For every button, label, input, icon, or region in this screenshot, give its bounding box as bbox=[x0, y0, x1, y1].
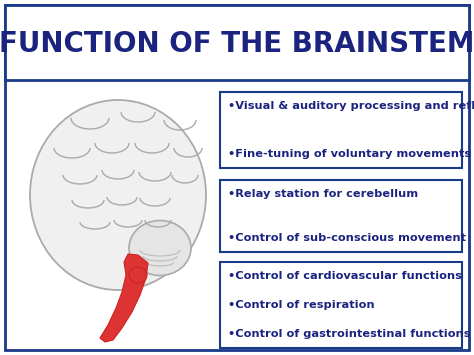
Ellipse shape bbox=[129, 220, 191, 275]
Text: •Control of sub-conscious movement: •Control of sub-conscious movement bbox=[228, 233, 466, 243]
Text: •Visual & auditory processing and reflexes: •Visual & auditory processing and reflex… bbox=[228, 101, 474, 111]
Text: •Control of cardiovascular functions: •Control of cardiovascular functions bbox=[228, 271, 462, 281]
FancyBboxPatch shape bbox=[5, 5, 469, 80]
FancyBboxPatch shape bbox=[220, 92, 462, 168]
Ellipse shape bbox=[129, 267, 147, 283]
FancyBboxPatch shape bbox=[220, 262, 462, 348]
Polygon shape bbox=[100, 254, 148, 342]
Text: •Fine-tuning of voluntary movements: •Fine-tuning of voluntary movements bbox=[228, 149, 471, 159]
Text: •Relay station for cerebellum: •Relay station for cerebellum bbox=[228, 189, 418, 199]
FancyBboxPatch shape bbox=[5, 5, 469, 350]
Text: •Control of gastrointestinal functions: •Control of gastrointestinal functions bbox=[228, 329, 471, 339]
FancyBboxPatch shape bbox=[220, 180, 462, 252]
Text: •Control of respiration: •Control of respiration bbox=[228, 300, 374, 310]
Ellipse shape bbox=[30, 100, 206, 290]
Text: FUNCTION OF THE BRAINSTEM: FUNCTION OF THE BRAINSTEM bbox=[0, 30, 474, 58]
